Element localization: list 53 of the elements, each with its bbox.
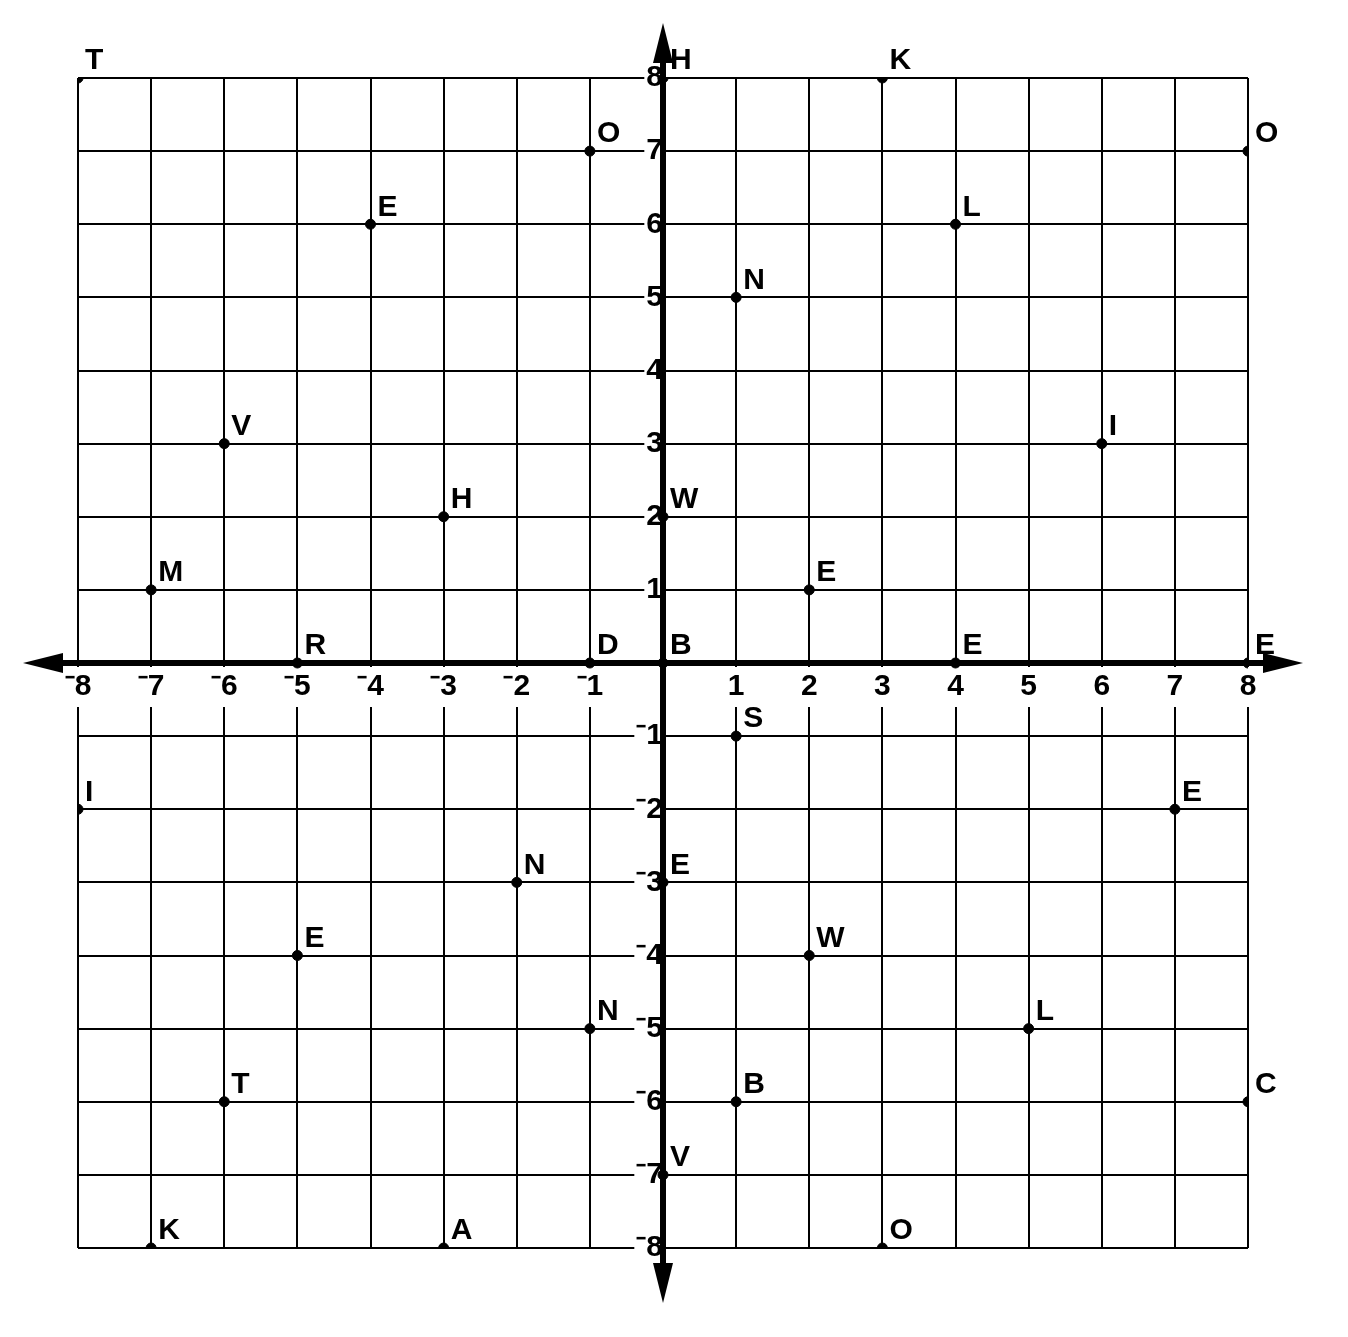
x-tick-label: ⁻5	[284, 668, 311, 702]
x-tick-label: 6	[1093, 668, 1111, 702]
data-label: E	[670, 846, 691, 880]
x-tick-label: 3	[874, 668, 891, 702]
x-tick-label: 2	[800, 668, 818, 702]
data-label: H	[670, 42, 692, 76]
data-label: H	[450, 481, 473, 515]
data-label: A	[450, 1212, 473, 1246]
data-label: L	[1035, 992, 1054, 1026]
x-tick-label: ⁻7	[137, 668, 165, 702]
data-label: E	[816, 554, 837, 588]
x-tick-label: ⁻8	[64, 668, 92, 702]
data-label: O	[1255, 115, 1279, 149]
y-tick-label: 1	[646, 571, 663, 605]
data-label: W	[816, 919, 846, 953]
data-label: E	[1181, 773, 1202, 807]
data-label: R	[304, 627, 327, 661]
data-label: I	[85, 773, 94, 807]
x-tick-label: 1	[727, 668, 745, 702]
y-tick-label: ⁻1	[636, 717, 663, 751]
x-tick-label: ⁻6	[210, 668, 238, 702]
data-label: B	[670, 627, 692, 661]
data-label: N	[596, 992, 619, 1026]
data-label: M	[158, 554, 184, 588]
data-label: E	[962, 627, 983, 661]
data-label: K	[889, 42, 912, 76]
x-tick-label: 8	[1239, 668, 1257, 702]
data-label: N	[743, 261, 765, 295]
x-tick-label: 5	[1020, 668, 1037, 702]
data-label: E	[377, 188, 398, 222]
data-label: I	[1108, 407, 1118, 441]
x-tick-label: ⁻4	[357, 668, 385, 702]
x-tick-label: 7	[1166, 668, 1184, 702]
data-label: V	[670, 1139, 691, 1173]
x-tick-label: ⁻2	[503, 668, 531, 702]
data-label: O	[596, 115, 621, 149]
data-label: W	[670, 481, 699, 515]
data-label: C	[1255, 1066, 1277, 1100]
data-label: S	[743, 700, 764, 734]
x-tick-label: ⁻1	[576, 668, 604, 702]
data-label: V	[231, 407, 252, 441]
data-label: E	[304, 919, 325, 953]
data-label: K	[158, 1212, 181, 1246]
data-label: D	[596, 627, 619, 661]
data-label: T	[231, 1066, 250, 1100]
data-label: B	[743, 1066, 765, 1100]
data-label: L	[962, 188, 981, 222]
data-label: N	[523, 846, 546, 880]
x-tick-label: ⁻3	[430, 668, 457, 702]
data-label: O	[889, 1212, 913, 1246]
data-label: T	[85, 42, 104, 76]
data-label: E	[1255, 627, 1276, 661]
x-tick-label: 4	[947, 668, 965, 702]
